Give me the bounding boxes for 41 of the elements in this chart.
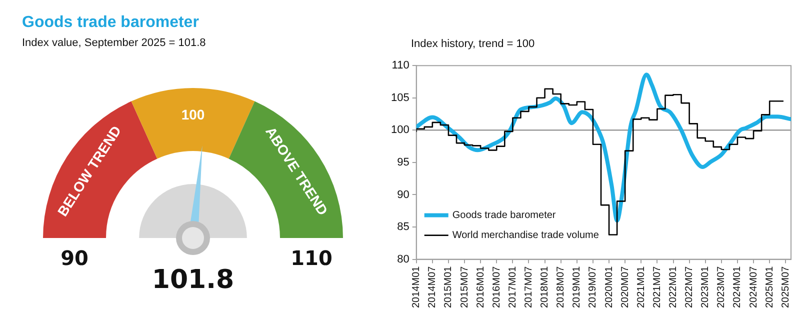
x-tick-label: 2015M01 xyxy=(443,266,454,308)
x-tick-label: 2014M07 xyxy=(427,266,438,308)
x-tick-label: 2014M01 xyxy=(411,266,422,308)
text: 101.8 xyxy=(152,264,234,295)
chart-subtitle: Index value, September 2025 = 101.8 xyxy=(22,37,206,49)
x-tick-label: 2020M01 xyxy=(604,266,615,308)
x-tick-label: 2017M07 xyxy=(523,266,534,308)
chart-title: Goods trade barometer xyxy=(22,14,199,32)
x-tick-label: 2025M07 xyxy=(780,266,792,308)
x-tick-label: 2016M07 xyxy=(491,266,502,308)
slice-label: 100 xyxy=(181,106,205,122)
x-tick-label: 2023M07 xyxy=(716,266,728,308)
legend-label: Goods trade barometer xyxy=(452,210,556,222)
x-tick-label: 2016M01 xyxy=(475,266,486,308)
y-tick-label: 80 xyxy=(397,253,410,266)
x-tick-label: 2019M01 xyxy=(572,266,583,308)
x-tick-label: 2019M07 xyxy=(588,266,599,308)
y-tick-label: 85 xyxy=(397,221,410,234)
y-tick-label: 100 xyxy=(390,124,410,136)
line-series xyxy=(416,72,791,223)
y-tick-label: 95 xyxy=(397,156,410,168)
x-tick-label: 2025M01 xyxy=(764,266,776,308)
y-tick-label: 105 xyxy=(390,92,410,104)
legend-label: World merchandise trade volume xyxy=(452,230,600,242)
x-tick-label: 2018M01 xyxy=(540,266,551,308)
x-tick-label: 2020M07 xyxy=(620,266,631,308)
text: 110 xyxy=(290,246,332,270)
x-tick-label: 2022M01 xyxy=(668,266,680,308)
x-tick-label: 2018M07 xyxy=(556,266,567,308)
x-tick-label: 2021M01 xyxy=(636,266,647,308)
x-tick-label: 2023M01 xyxy=(700,266,712,308)
x-tick-label: 2024M07 xyxy=(748,266,760,308)
x-tick-label: 2015M07 xyxy=(459,266,470,308)
x-tick-label: 2024M01 xyxy=(732,266,744,308)
chart-title: Index history, trend = 100 xyxy=(411,38,535,50)
text: 90 xyxy=(60,246,88,270)
x-tick-label: 2022M07 xyxy=(684,266,696,308)
y-tick-label: 110 xyxy=(392,60,410,72)
x-tick-label: 2017M01 xyxy=(507,266,518,308)
y-tick-label: 90 xyxy=(397,188,410,201)
x-tick-label: 2021M07 xyxy=(652,266,663,308)
